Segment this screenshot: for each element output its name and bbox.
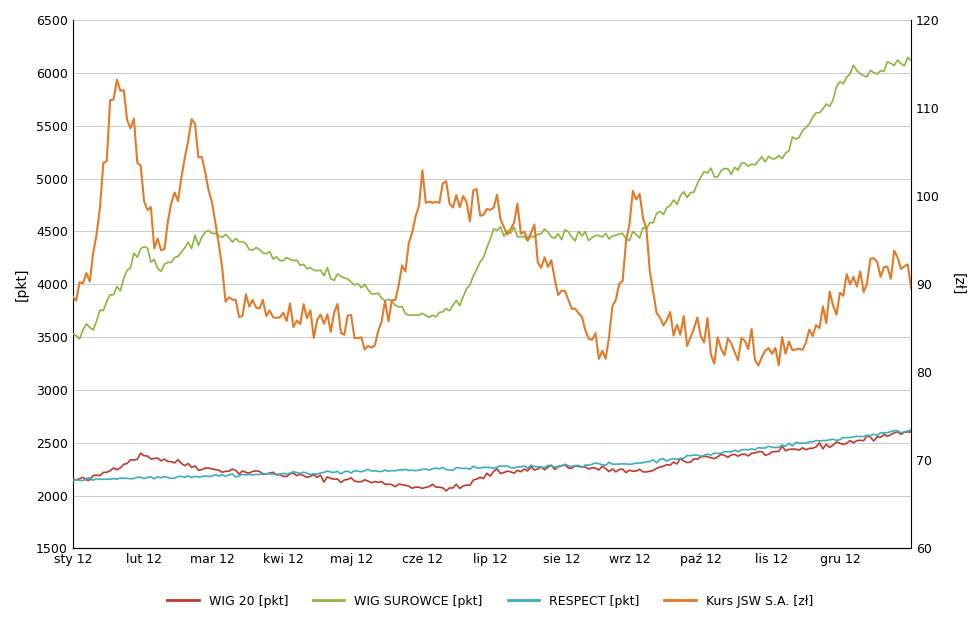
Legend: WIG 20 [pkt], WIG SUROWCE [pkt], RESPECT [pkt], Kurs JSW S.A. [zł]: WIG 20 [pkt], WIG SUROWCE [pkt], RESPECT…	[163, 589, 817, 612]
Y-axis label: [zł]: [zł]	[951, 273, 965, 296]
Y-axis label: [pkt]: [pkt]	[15, 268, 29, 301]
